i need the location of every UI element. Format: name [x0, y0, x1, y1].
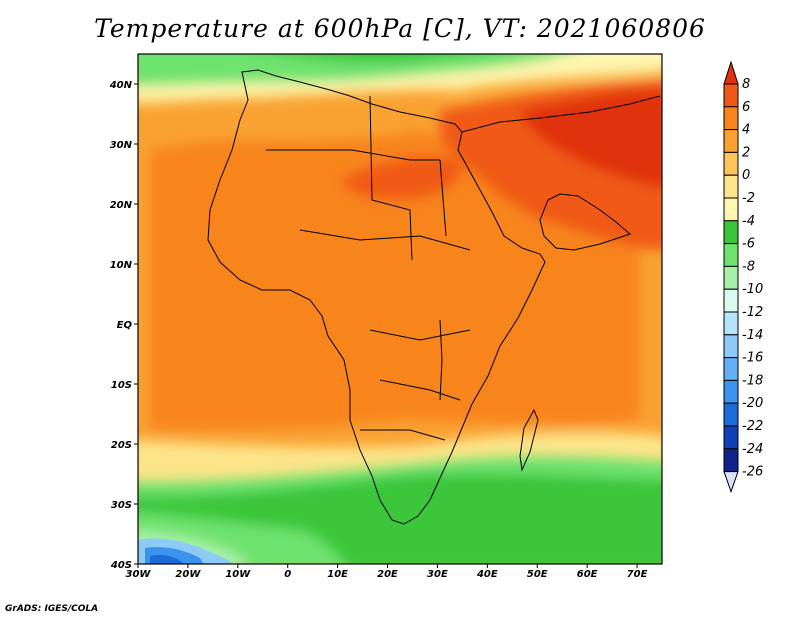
lon-tick-label: 20E	[377, 569, 398, 580]
colorbar-label: -24	[742, 442, 763, 457]
lat-tick-label: 20S	[111, 440, 132, 451]
colorbar-box	[723, 311, 739, 336]
lat-tick-label: 20N	[110, 200, 133, 211]
lat-tick-label: 40N	[109, 80, 133, 91]
lon-tick-label: 30W	[126, 569, 152, 580]
colorbar-box	[723, 197, 739, 222]
colorbar-label: 6	[742, 100, 750, 115]
colorbar-box	[723, 448, 739, 473]
colorbar-label: -18	[742, 373, 763, 388]
coastlines	[207, 69, 661, 525]
lat-tick-label: 30N	[110, 140, 133, 151]
colorbar-label: -4	[742, 214, 755, 229]
colorbar-box	[723, 151, 739, 176]
colorbar-label: -8	[742, 259, 755, 274]
colorbar-box	[723, 265, 739, 290]
colorbar-label: -22	[742, 419, 763, 434]
colorbar-label: -10	[742, 282, 763, 297]
colorbar-box	[723, 334, 739, 359]
colorbar-box	[723, 357, 739, 381]
lat-tick-label: 10N	[110, 260, 133, 271]
lon-tick-label: 0	[284, 569, 291, 580]
longitude-axis: 30W 20W 10W 0 10E 20E 30E 40E 50E 60E 70E	[126, 564, 648, 580]
colorbar-label: -2	[742, 191, 755, 206]
colorbar-box	[723, 129, 739, 153]
colorbar-label: -20	[742, 396, 763, 411]
colorbar-label: 0	[742, 168, 750, 183]
lon-tick-label: 60E	[577, 569, 598, 580]
colorbar-label: 8	[742, 77, 750, 92]
colorbar-label: 4	[742, 123, 750, 138]
map-frame	[137, 53, 663, 565]
colorbar-label: -14	[742, 328, 763, 343]
colorbar-box	[723, 106, 739, 131]
colorbar-bottom-triangle	[723, 471, 739, 494]
colorbar-box	[723, 288, 739, 313]
lat-tick-label: EQ	[117, 320, 133, 331]
colorbar-box	[723, 174, 739, 199]
lon-tick-label: 10W	[225, 569, 251, 580]
colorbar-top-triangle	[723, 60, 739, 85]
lon-tick-label: 70E	[627, 569, 648, 580]
colorbar-box	[723, 425, 739, 450]
colorbar-label: 2	[742, 145, 750, 160]
lon-tick-label: 50E	[527, 569, 548, 580]
lat-tick-label: 10S	[111, 380, 132, 391]
lon-tick-label: 10E	[327, 569, 348, 580]
colorbar-label: -12	[742, 305, 763, 320]
lon-tick-label: 20W	[175, 569, 201, 580]
temperature-field	[138, 54, 662, 564]
colorbar-label: -6	[742, 237, 755, 252]
colorbar-box	[723, 402, 739, 427]
colorbar-label: -26	[742, 465, 763, 480]
credit-text: GrADS: IGES/COLA	[5, 604, 99, 614]
colorbar: 8 6 4 2 0 -2 -4 -6 -8 -10 -12 -14 -16 -18 -20 -22 -24 -26	[723, 60, 763, 494]
lat-tick-label: 30S	[111, 500, 132, 511]
latitude-axis: 40N 30N 20N 10N EQ 10S 20S 30S 40S	[109, 80, 138, 571]
lon-tick-label: 30E	[427, 569, 448, 580]
colorbar-box	[723, 379, 739, 404]
map-title: Temperature at 600hPa [C], VT: 202106080…	[94, 14, 706, 43]
lon-tick-label: 40E	[476, 569, 498, 580]
colorbar-box	[723, 220, 739, 245]
lat-tick-label: 40S	[110, 560, 132, 571]
colorbar-box	[723, 243, 739, 267]
colorbar-box	[723, 83, 739, 108]
colorbar-label: -16	[742, 351, 763, 366]
